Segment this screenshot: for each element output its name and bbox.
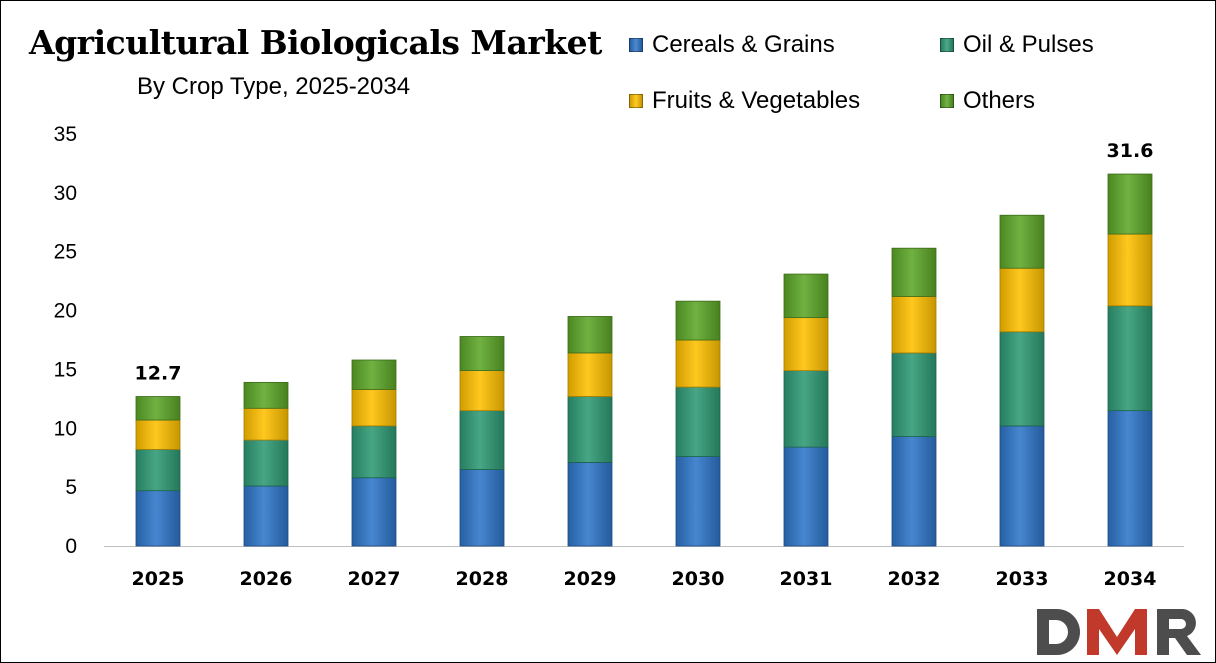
y-tick-label: 15 (54, 358, 77, 381)
bar-fruits-vegetables-2031 (783, 317, 829, 372)
chart-legend: Cereals & Grains Oil & Pulses Fruits & V… (629, 29, 1189, 119)
bar-cereals-grains-2032 (891, 436, 937, 547)
bar-oil-pulses-2033 (999, 331, 1045, 427)
bar-cereals-grains-2025 (135, 490, 181, 547)
x-tick-label-2026: 2026 (240, 568, 293, 590)
legend-item-others: Others (940, 87, 1035, 115)
y-tick-label: 10 (54, 417, 77, 440)
bar-fruits-vegetables-2030 (675, 339, 721, 388)
legend-swatch-cereals-grains (629, 38, 643, 52)
y-tick-label: 30 (54, 182, 77, 205)
x-tick-label-2033: 2033 (996, 568, 1049, 590)
x-tick-label-2032: 2032 (888, 568, 941, 590)
legend-item-fruits-vegetables: Fruits & Vegetables (629, 87, 860, 115)
bar-others-2025 (135, 396, 181, 421)
x-tick-label-2029: 2029 (564, 568, 617, 590)
bar-fruits-vegetables-2027 (351, 389, 397, 427)
bar-others-2034 (1107, 173, 1153, 235)
bar-cereals-grains-2031 (783, 446, 829, 547)
x-tick-label-2028: 2028 (456, 568, 509, 590)
bar-oil-pulses-2025 (135, 449, 181, 492)
y-tick-label: 0 (65, 535, 77, 558)
bar-oil-pulses-2031 (783, 370, 829, 448)
legend-item-oil-pulses: Oil & Pulses (940, 31, 1094, 59)
bar-fruits-vegetables-2032 (891, 296, 937, 354)
y-tick-label: 25 (54, 241, 77, 264)
x-tick-label-2034: 2034 (1104, 568, 1157, 590)
bar-cereals-grains-2026 (243, 485, 289, 547)
bar-cereals-grains-2034 (1107, 410, 1153, 547)
bar-others-2026 (243, 381, 289, 409)
bar-others-2033 (999, 214, 1045, 269)
bar-fruits-vegetables-2028 (459, 370, 505, 412)
bar-others-2032 (891, 247, 937, 297)
x-tick-label-2030: 2030 (672, 568, 725, 590)
bar-cereals-grains-2033 (999, 425, 1045, 547)
bar-fruits-vegetables-2033 (999, 267, 1045, 333)
bar-oil-pulses-2030 (675, 386, 721, 457)
legend-item-cereals-grains: Cereals & Grains (629, 31, 835, 59)
bar-fruits-vegetables-2029 (567, 352, 613, 397)
bar-cereals-grains-2027 (351, 477, 397, 547)
bar-others-2029 (567, 316, 613, 354)
bar-cereals-grains-2030 (675, 456, 721, 547)
dmr-logo (1037, 609, 1201, 655)
bar-cereals-grains-2028 (459, 469, 505, 547)
bar-others-2028 (459, 336, 505, 372)
x-tick-label-2025: 2025 (132, 568, 185, 590)
legend-label-cereals-grains: Cereals & Grains (652, 31, 835, 58)
bar-oil-pulses-2032 (891, 352, 937, 437)
legend-label-fruits-vegetables: Fruits & Vegetables (652, 87, 861, 114)
chart-title: Agricultural Biologicals Market (29, 23, 602, 62)
bar-fruits-vegetables-2026 (243, 407, 289, 441)
x-tick-label-2031: 2031 (780, 568, 833, 590)
bar-cereals-grains-2029 (567, 462, 613, 547)
bar-oil-pulses-2034 (1107, 305, 1153, 412)
legend-label-oil-pulses: Oil & Pulses (963, 31, 1094, 58)
data-label-2025: 12.7 (135, 363, 182, 385)
y-tick-label: 5 (65, 476, 77, 499)
bar-oil-pulses-2028 (459, 410, 505, 470)
bar-oil-pulses-2029 (567, 396, 613, 463)
y-tick-label: 35 (54, 123, 77, 146)
chart-subtitle: By Crop Type, 2025-2034 (137, 73, 411, 100)
legend-swatch-fruits-vegetables (629, 94, 643, 108)
bar-fruits-vegetables-2034 (1107, 233, 1153, 307)
bar-fruits-vegetables-2025 (135, 419, 181, 450)
bar-oil-pulses-2027 (351, 425, 397, 479)
legend-swatch-others (940, 94, 954, 108)
legend-label-others: Others (963, 87, 1036, 114)
x-tick-label-2027: 2027 (348, 568, 401, 590)
bar-oil-pulses-2026 (243, 439, 289, 487)
data-label-2034: 31.6 (1107, 140, 1154, 162)
bar-others-2031 (783, 273, 829, 319)
bar-others-2027 (351, 359, 397, 390)
y-tick-label: 20 (54, 300, 77, 323)
bar-others-2030 (675, 300, 721, 341)
legend-swatch-oil-pulses (940, 38, 954, 52)
